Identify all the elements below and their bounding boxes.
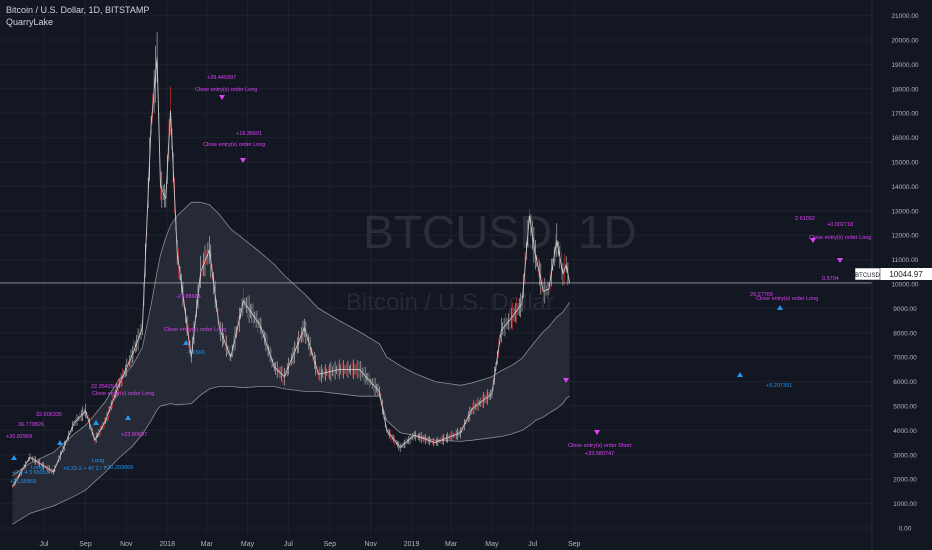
trade-annotation: +20.203069 <box>104 465 133 471</box>
x-tick-label: 2018 <box>159 541 175 548</box>
trade-annotation: +33.580747 <box>585 451 614 457</box>
y-tick-label: 6000.00 <box>893 379 917 386</box>
symbol-label-badge: BTCUSD <box>854 267 880 281</box>
x-tick-label: Jul <box>528 541 537 548</box>
watermark-symbol: BTCUSD, 1D <box>363 206 636 258</box>
y-tick-label: 15000.00 <box>891 160 918 167</box>
long-entry-arrow <box>777 305 783 310</box>
trade-annotation: +5.207391 <box>766 383 792 389</box>
trade-annotation: +0.002718 <box>827 222 853 228</box>
trade-annotation: -1.6566 <box>186 350 205 356</box>
close-order-arrow <box>240 158 246 163</box>
trade-annotation: 0.5704 <box>822 276 839 282</box>
trade-annotation: 36.779826 <box>18 422 44 428</box>
indicator-title[interactable]: QuarryLake <box>6 17 54 27</box>
trade-annotation: +29.445997 <box>207 75 236 81</box>
close-order-arrow <box>563 378 569 383</box>
long-entry-arrow <box>737 372 743 377</box>
y-tick-label: 16000.00 <box>891 135 918 142</box>
y-tick-label: 10000.00 <box>891 282 918 289</box>
trade-annotation: +23.80697 <box>121 432 147 438</box>
time-axis[interactable]: Jul Sep Nov 2018 Mar May Jul Sep Nov 2019 Mar May Ju… <box>40 541 581 548</box>
x-tick-label: Jul <box>40 541 49 548</box>
x-tick-label: Sep <box>568 541 581 548</box>
x-tick-label: Mar <box>445 541 458 548</box>
trade-markers <box>11 95 843 460</box>
trade-annotation: Close entry(s) order Long <box>756 296 818 302</box>
long-entry-arrow <box>11 455 17 460</box>
trade-annotation: 29.27769 <box>750 292 773 298</box>
envelope-band-upper-line <box>12 201 570 476</box>
envelope-band-lower-line <box>12 386 570 525</box>
trade-annotation: +20.82969 <box>6 434 32 440</box>
y-tick-label: 0.00 <box>899 526 912 533</box>
y-tick-label: 11000.00 <box>892 257 919 264</box>
y-tick-label: 9000.00 <box>893 306 917 313</box>
y-tick-label: 2000.00 <box>893 477 917 484</box>
trade-annotations: Close entry(s) order Long +29.445997 Close… <box>6 75 871 485</box>
trade-annotation: Close entry(s) order Long <box>809 235 871 241</box>
long-entry-arrow <box>125 415 131 420</box>
x-tick-label: Sep <box>79 541 92 548</box>
y-tick-label: 19000.00 <box>891 62 918 69</box>
y-tick-label: 14000.00 <box>891 184 918 191</box>
price-label-value: 10044.97 <box>889 270 923 279</box>
x-tick-label: Jul <box>284 541 293 548</box>
y-tick-label: 1000.00 <box>893 501 917 508</box>
trade-annotation: Close entry(s) order Long <box>164 327 226 333</box>
price-label-badge: 10044.97 <box>880 268 932 280</box>
y-tick-label: 13000.00 <box>891 208 918 215</box>
trade-annotation: Close entry(s) order Long <box>195 87 257 93</box>
x-tick-label: Sep <box>324 541 337 548</box>
trade-annotation: Long <box>31 465 43 471</box>
envelope-band-area <box>12 202 570 525</box>
y-tick-label: 17000.00 <box>891 111 918 118</box>
y-tick-label: 4000.00 <box>893 428 917 435</box>
trade-annotation: 32.606335 <box>36 412 62 418</box>
x-tick-label: Mar <box>201 541 214 548</box>
y-tick-label: 21000.00 <box>891 13 918 20</box>
long-entry-arrow <box>57 440 63 445</box>
symbol-title[interactable]: Bitcoin / U.S. Dollar, 1D, BITSTAMP <box>6 5 150 15</box>
y-tick-label: 20000.00 <box>891 38 918 45</box>
x-tick-label: 2019 <box>404 541 420 548</box>
x-tick-label: Nov <box>120 541 133 548</box>
close-order-arrow <box>837 258 843 263</box>
close-order-arrow <box>810 238 816 243</box>
trade-annotation: -21.88684 <box>176 294 201 300</box>
y-tick-label: 12000.00 <box>891 233 918 240</box>
y-tick-label: 5000.00 <box>893 404 917 411</box>
trade-annotation: +25.55869 <box>10 479 36 485</box>
trade-annotation: Close entry(s) order Short <box>568 443 632 449</box>
y-tick-label: 18000.00 <box>891 86 918 93</box>
x-tick-label: May <box>485 541 499 548</box>
trade-annotation: Close entry(s) order Long <box>92 391 154 397</box>
y-tick-label: 7000.00 <box>893 355 917 362</box>
price-axis[interactable]: 21000.00 20000.00 19000.00 18000.00 17000.00… <box>871 0 919 550</box>
price-label-symbol: BTCUSD <box>855 273 880 279</box>
close-order-arrow <box>219 95 225 100</box>
trade-annotation: 22.354254 <box>91 384 117 390</box>
x-tick-label: May <box>241 541 255 548</box>
trade-annotation: Close entry(s) order Long <box>203 142 265 148</box>
close-order-arrow <box>594 430 600 435</box>
y-tick-label: 8000.00 <box>893 330 917 337</box>
y-tick-label: 3000.00 <box>893 452 917 459</box>
trade-annotation: +0.4 4 3 65063 <box>12 470 49 476</box>
long-entry-arrow <box>183 340 189 345</box>
trade-annotation: +0.33-2 + 47 2 / 7 <box>63 466 106 472</box>
trade-annotation: Long <box>92 458 104 464</box>
trade-annotation: +18.36601 <box>236 131 262 137</box>
trade-annotation: 2.61092 <box>795 216 815 222</box>
long-entry-arrow <box>93 420 99 425</box>
x-tick-label: Nov <box>364 541 377 548</box>
price-series-line <box>12 57 571 487</box>
